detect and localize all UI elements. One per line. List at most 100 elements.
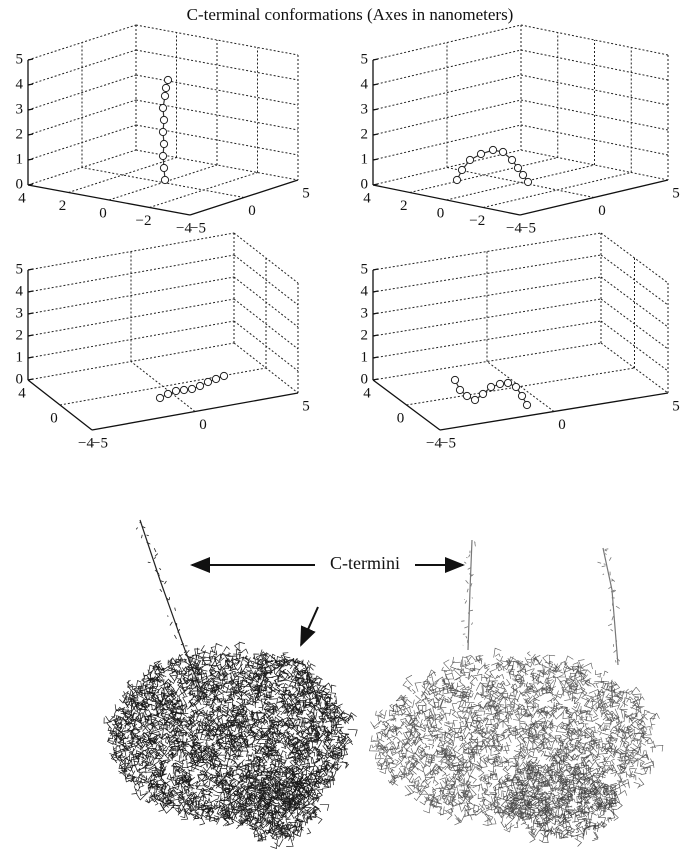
grid-line: [68, 157, 177, 193]
x-tick-label: 5: [302, 185, 310, 201]
z-tick-label: 4: [361, 76, 369, 92]
tick: [372, 58, 379, 61]
side-chains: [254, 657, 323, 702]
bead: [462, 391, 472, 401]
y-tick-label: −4: [506, 220, 522, 236]
grid-line: [520, 49, 669, 81]
tick: [27, 83, 34, 86]
tick: [372, 312, 379, 315]
grid-line: [135, 149, 299, 181]
bead: [158, 103, 168, 113]
bead: [163, 75, 173, 85]
x-axis: [91, 392, 299, 431]
backbone: [254, 659, 319, 701]
bead: [476, 149, 486, 159]
tick: [27, 133, 34, 136]
bead: [523, 177, 533, 187]
arrow-down: [300, 606, 319, 647]
y-tick-label: 4: [18, 190, 26, 206]
bead: [158, 151, 168, 161]
y-tick-label: 4: [363, 190, 371, 206]
molecule: [103, 641, 358, 829]
grid-line: [135, 124, 299, 156]
bead: [159, 115, 169, 125]
side-chains: [461, 541, 476, 646]
bead: [486, 382, 496, 392]
z-tick-label: 1: [16, 151, 24, 167]
grid-line: [130, 361, 196, 412]
tick: [372, 356, 379, 359]
z-tick-label: 0: [16, 176, 24, 192]
bead: [219, 371, 229, 381]
z-tick-label: 4: [361, 283, 369, 299]
z-tick-label: 1: [361, 151, 369, 167]
grid-line: [372, 232, 602, 271]
tick: [27, 290, 34, 293]
grid-line: [135, 74, 299, 106]
grid-line: [520, 74, 669, 106]
y-tick-label: 0: [99, 205, 107, 221]
y-tick-label: 2: [400, 198, 408, 214]
x-tick-label: 5: [672, 398, 680, 414]
grid-line: [372, 254, 602, 293]
y-tick-label: 4: [363, 385, 371, 401]
z-tick-label: 4: [16, 76, 24, 92]
grid-line: [520, 99, 669, 131]
bead: [163, 389, 173, 399]
x-axis: [519, 179, 669, 216]
molecule: [233, 765, 330, 849]
molecule: [493, 752, 623, 847]
plot-panel: 0 1 2 3 4 5 4 2 0 −2 −4−5 0 5: [16, 24, 310, 236]
grid-line: [27, 149, 137, 186]
z-tick-label: 3: [16, 101, 24, 117]
tick: [372, 268, 379, 271]
bead: [518, 170, 528, 180]
bead: [203, 377, 213, 387]
tick: [372, 108, 379, 111]
z-tick-label: 2: [16, 327, 24, 343]
grid-line: [372, 276, 602, 315]
bead: [470, 395, 480, 405]
tick: [27, 378, 34, 381]
figure-title: C-terminal conformations (Axes in nanome…: [187, 5, 514, 24]
x-tick-label: 5: [672, 185, 680, 201]
x-tick-label: 5: [302, 398, 310, 414]
grid-line: [135, 99, 299, 131]
x-tick-label: −5: [92, 435, 108, 451]
bead: [488, 145, 498, 155]
bead: [155, 393, 165, 403]
x-tick-label: 0: [598, 203, 606, 219]
plot-panel: 0 1 2 3 4 5 4 2 0 −2 −4−5 0 5: [361, 24, 680, 236]
bead: [498, 147, 508, 157]
grid-line: [446, 167, 595, 198]
tick: [372, 183, 379, 186]
x-tick-label: −5: [190, 220, 206, 236]
bead: [478, 389, 488, 399]
bead: [517, 391, 527, 401]
bead: [511, 382, 521, 392]
bead: [159, 139, 169, 149]
bead: [450, 375, 460, 385]
grid-line: [372, 342, 602, 381]
grid-line: [372, 320, 602, 359]
grid-line: [135, 49, 299, 81]
tick: [372, 290, 379, 293]
bead: [179, 385, 189, 395]
grid-line: [372, 74, 522, 111]
y-tick-label: −2: [469, 213, 485, 229]
tick: [372, 158, 379, 161]
grid-line: [486, 361, 555, 412]
bead: [507, 155, 517, 165]
z-tick-label: 4: [16, 283, 24, 299]
grid-line: [600, 342, 669, 394]
bead: [187, 384, 197, 394]
z-tick-label: 5: [16, 261, 24, 277]
bead: [160, 175, 170, 185]
z-tick-label: 3: [361, 305, 369, 321]
y-axis: [27, 184, 191, 216]
grid-line: [27, 342, 235, 381]
grid-line: [135, 24, 299, 56]
bead: [160, 91, 170, 101]
